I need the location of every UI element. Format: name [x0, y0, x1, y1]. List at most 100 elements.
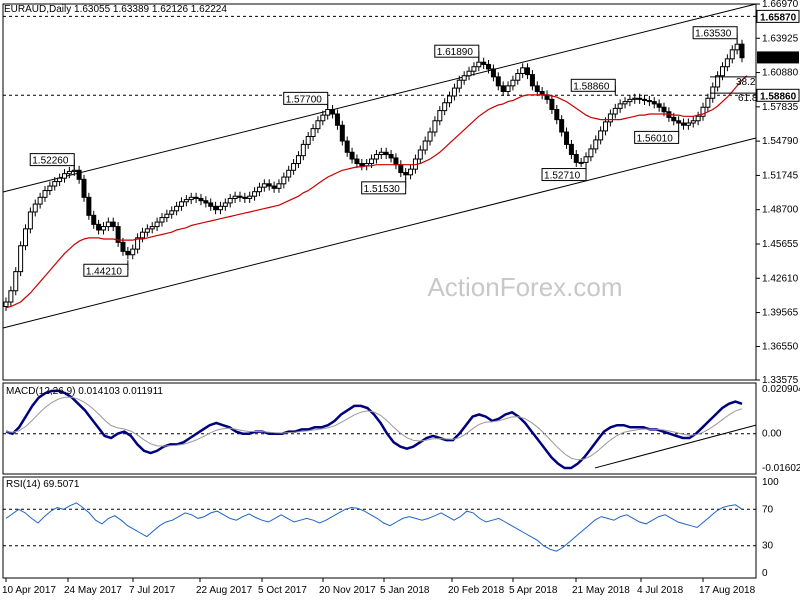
candle-body — [486, 63, 492, 70]
candle — [651, 97, 657, 109]
candle — [315, 116, 321, 134]
candle-body — [695, 115, 701, 122]
candle — [8, 286, 14, 307]
candle-body — [193, 196, 199, 199]
candle-body — [344, 140, 350, 153]
candle — [676, 116, 682, 128]
pivot-label: 1.51530 — [364, 184, 401, 195]
candle — [637, 93, 643, 104]
candle-body — [403, 172, 409, 176]
pivot-annotation-1.58860: 1.58860 — [570, 78, 616, 96]
candle-body — [656, 103, 662, 108]
level-tag-label: 1.65870 — [760, 12, 797, 23]
candle — [198, 193, 204, 206]
candle — [174, 201, 180, 216]
pivot-label-box — [570, 78, 616, 92]
candle — [422, 136, 428, 155]
candle — [427, 127, 433, 146]
channel-upper-line — [2, 3, 757, 193]
candle-body — [637, 97, 643, 100]
candle — [720, 62, 726, 81]
candle-body — [252, 191, 258, 197]
candle — [222, 198, 228, 211]
rsi-header: RSI(14) 69.5071 — [6, 479, 80, 490]
candle — [100, 222, 106, 235]
candle — [544, 90, 550, 104]
pivot-label: 1.58860 — [573, 81, 610, 92]
candle-body — [417, 149, 423, 160]
candle — [344, 136, 350, 157]
candle-body — [578, 161, 584, 164]
candle — [471, 62, 477, 76]
watermark: ActionForex.com — [427, 272, 622, 302]
candle — [144, 224, 150, 237]
candle — [559, 115, 565, 137]
candle — [578, 157, 584, 167]
candle — [213, 201, 219, 215]
candle-body — [525, 67, 531, 76]
candle — [135, 233, 141, 254]
candle — [193, 192, 199, 203]
candle — [490, 64, 496, 82]
candle-body — [174, 205, 180, 212]
candle — [539, 86, 545, 100]
candle-body — [534, 85, 540, 92]
price-y-tick-label: 1.45655 — [762, 239, 799, 250]
candle — [378, 147, 384, 160]
candle — [217, 201, 223, 215]
candle-body — [66, 170, 72, 175]
candle-body — [388, 154, 394, 159]
candle-body — [520, 67, 526, 74]
candle — [281, 172, 287, 189]
candle — [534, 81, 540, 96]
candle-body — [183, 199, 189, 203]
candle — [656, 99, 662, 112]
level-tag-label: 1.58860 — [760, 91, 797, 102]
candle — [525, 63, 531, 80]
candle — [646, 95, 652, 107]
candle-body — [651, 101, 657, 105]
candle-body — [607, 113, 613, 123]
candle-body — [310, 128, 316, 138]
candle — [398, 160, 404, 178]
candle — [573, 150, 579, 167]
candle — [3, 297, 9, 312]
candle-body — [91, 214, 97, 225]
candle-body — [178, 201, 184, 207]
candle-body — [481, 61, 487, 65]
price-y-tick-label: 1.42610 — [762, 273, 799, 284]
candle-body — [724, 58, 730, 68]
candle — [461, 71, 467, 85]
candle-body — [573, 154, 579, 163]
candle-body — [554, 108, 560, 121]
candle — [495, 72, 501, 91]
candle — [705, 93, 711, 112]
candle-body — [3, 301, 9, 308]
candle — [247, 191, 253, 203]
pivot-annotation-1.61890: 1.61890 — [434, 44, 480, 62]
pivot-annotation-1.52260: 1.52260 — [29, 153, 75, 170]
rsi-y-tick-label: 30 — [762, 541, 774, 552]
candle — [139, 227, 145, 243]
candle — [18, 241, 24, 277]
rsi-y-tick-label: 70 — [762, 504, 774, 515]
price-y-tick-label: 1.63925 — [762, 33, 799, 44]
candle — [232, 191, 238, 203]
candle-body — [305, 136, 311, 145]
candle — [115, 222, 121, 247]
candle-body — [256, 186, 262, 193]
candle — [739, 39, 745, 63]
level-tag-box — [756, 88, 800, 102]
candle — [295, 151, 301, 169]
pivot-label: 1.56010 — [637, 133, 674, 144]
candle-body — [495, 76, 501, 87]
candle — [183, 195, 189, 207]
candle-body — [325, 108, 331, 116]
candle — [554, 104, 560, 125]
candle-body — [144, 228, 150, 233]
candle-body — [320, 114, 326, 122]
candle — [86, 192, 92, 220]
channel-lower-line — [2, 137, 757, 329]
macd-y-tick-label: -0.016023 — [762, 463, 800, 474]
